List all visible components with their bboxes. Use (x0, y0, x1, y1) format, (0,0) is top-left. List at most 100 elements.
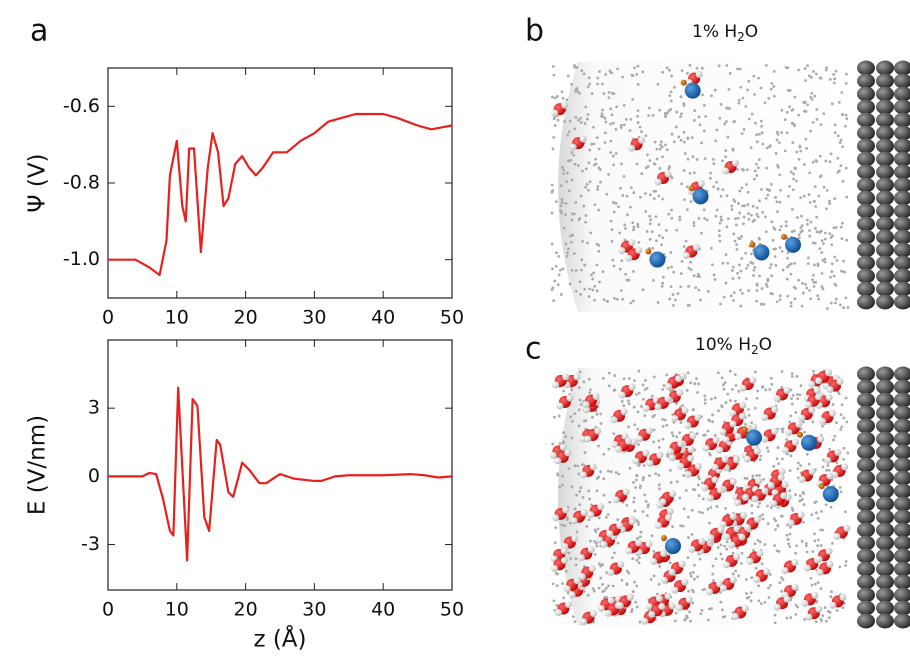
solvent-atom (612, 389, 616, 392)
solvent-atom (800, 224, 804, 228)
solvent-atom (632, 225, 636, 229)
water-h (568, 591, 576, 599)
solvent-atom (611, 154, 615, 158)
solvent-atom (740, 256, 744, 260)
electrode-atom (857, 164, 875, 180)
solvent-atom (652, 549, 656, 553)
solvent-atom (569, 234, 572, 238)
solvent-atom (713, 278, 717, 281)
solvent-atom (745, 477, 749, 480)
water-h (628, 518, 636, 526)
solvent-atom (645, 514, 649, 518)
solvent-atom (686, 72, 689, 75)
solvent-atom (602, 377, 605, 380)
solvent-atom (560, 201, 564, 205)
solvent-atom (565, 180, 568, 183)
solvent-atom (689, 574, 693, 578)
solvent-atom (786, 265, 789, 269)
solvent-atom (627, 402, 631, 406)
solvent-atom (561, 96, 565, 100)
water-h (833, 532, 841, 540)
water-h (753, 447, 761, 455)
solvent-atom (659, 143, 662, 147)
solvent-atom (693, 577, 696, 581)
electrode-atom (894, 99, 910, 115)
electrode-atom (876, 125, 894, 141)
electrode-atom (876, 600, 894, 616)
solvent-atom (812, 70, 815, 73)
solvent-atom (719, 218, 723, 222)
water-h (664, 395, 672, 403)
solvent-atom (607, 584, 610, 588)
solvent-atom (842, 457, 845, 461)
solvent-atom (613, 296, 616, 300)
solvent-atom (734, 383, 738, 387)
solvent-atom (819, 174, 823, 178)
solvent-atom (645, 386, 649, 390)
solvent-atom (688, 63, 692, 67)
solvent-atom (836, 171, 840, 174)
water-h (808, 467, 816, 475)
solvent-atom (763, 543, 767, 546)
water-h (614, 445, 622, 453)
solvent-atom (689, 381, 693, 385)
ion (746, 429, 763, 446)
solvent-atom (803, 67, 807, 70)
water-h (660, 576, 668, 584)
water-h (610, 416, 618, 424)
water-h (787, 519, 795, 527)
solvent-atom (707, 607, 711, 611)
solvent-atom (845, 420, 849, 424)
solvent-atom (665, 373, 669, 377)
solvent-atom (635, 584, 639, 588)
solvent-atom (595, 242, 599, 246)
solvent-atom (697, 115, 701, 119)
solvent-atom (596, 82, 599, 86)
solvent-atom (691, 570, 695, 574)
solvent-atom (573, 65, 577, 69)
solvent-atom (785, 224, 788, 228)
solvent-atom (780, 427, 784, 431)
solvent-atom (697, 272, 700, 276)
solvent-atom (570, 268, 574, 272)
water-h (843, 524, 851, 532)
electrode-atom (894, 151, 910, 167)
solvent-atom (806, 262, 810, 265)
solvent-atom (612, 163, 615, 167)
electrode-atom (894, 522, 910, 538)
solvent-atom (734, 223, 738, 227)
solvent-atom (703, 398, 707, 402)
solvent-atom (818, 154, 822, 158)
solvent-atom (584, 167, 588, 171)
solvent-atom (635, 519, 639, 522)
solvent-atom (632, 191, 636, 195)
solvent-atom (652, 189, 656, 193)
solvent-atom (749, 146, 753, 150)
solvent-atom (717, 409, 720, 413)
solvent-atom (749, 261, 753, 264)
solvent-atom (798, 499, 802, 503)
solvent-atom (607, 447, 611, 451)
solvent-atom (794, 493, 797, 497)
solvent-atom (594, 157, 598, 161)
solvent-atom (579, 486, 583, 490)
solvent-atom (789, 454, 793, 458)
electrode-atom (876, 613, 894, 629)
solvent-atom (669, 481, 673, 484)
y-axis-label: Ψ (V) (25, 153, 51, 212)
water-h (834, 448, 842, 456)
solvent-atom (580, 268, 583, 272)
solvent-atom (668, 94, 672, 98)
solvent-atom (569, 415, 572, 419)
solvent-atom (805, 146, 809, 150)
electrode-atom (894, 125, 910, 141)
water-h (607, 596, 615, 604)
water-h (616, 601, 624, 609)
electrode-atom (857, 561, 875, 577)
electrode-atom (876, 509, 894, 525)
solvent-atom (588, 180, 592, 184)
solvent-atom (793, 166, 797, 170)
water-h (729, 512, 737, 520)
solvent-atom (625, 194, 629, 198)
solvent-atom (832, 226, 836, 230)
